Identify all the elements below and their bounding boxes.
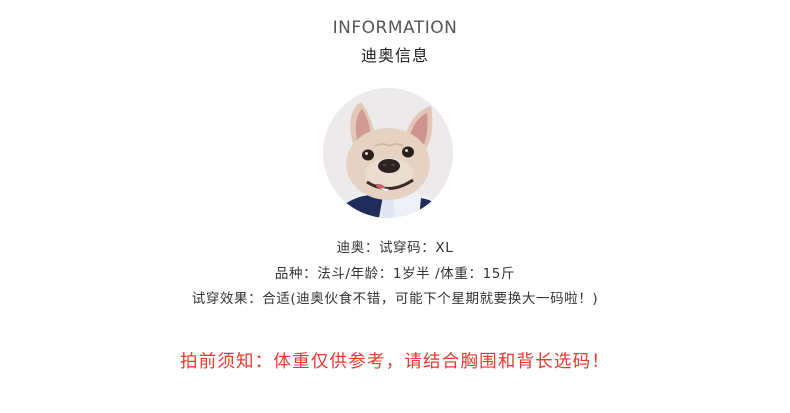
breed-age-weight-line: 品种：法斗/年龄：1岁半 /体重：15斤 xyxy=(274,266,516,282)
section-title-en: INFORMATION xyxy=(332,18,458,38)
section-title-cn: 迪奥信息 xyxy=(360,46,429,65)
dog-avatar xyxy=(323,88,453,218)
fit-result-line: 试穿效果：合适(迪奥伙食不错，可能下个星期就要换大一码啦！) xyxy=(191,291,599,307)
trial-size-line: 迪奥：试穿码：XL xyxy=(336,240,454,256)
sizing-notice: 拍前须知：体重仅供参考，请结合胸围和背长选码！ xyxy=(179,352,611,372)
french-bulldog-photo xyxy=(323,88,453,218)
